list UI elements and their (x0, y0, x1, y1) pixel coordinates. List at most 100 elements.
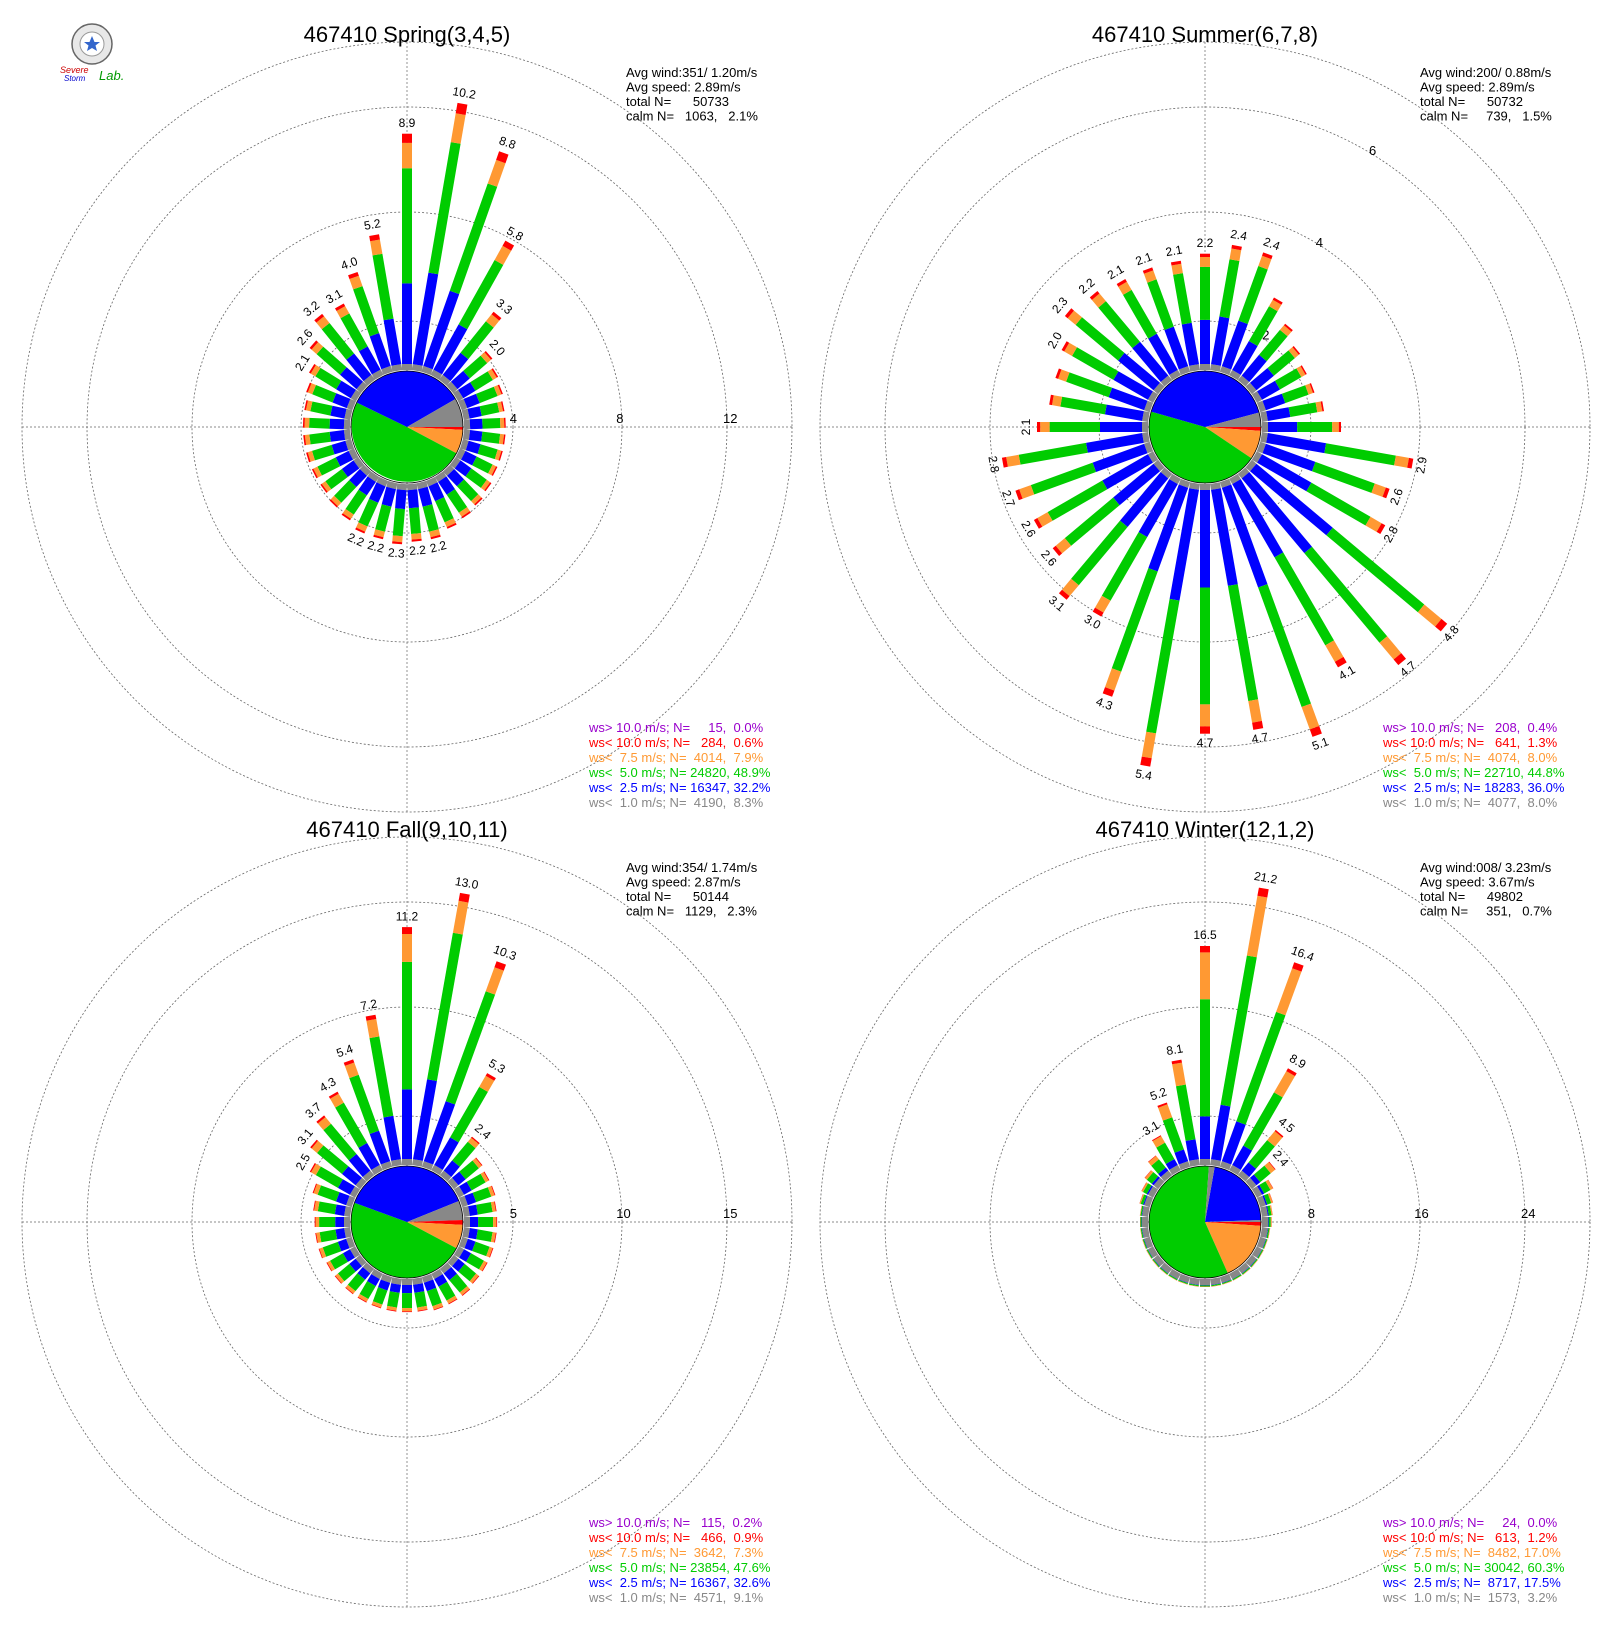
legend-entry: ws< 10.0 m/s; N= 641, 1.3% (1382, 735, 1558, 750)
bar-segment (483, 1171, 490, 1181)
bar-segment (373, 529, 385, 538)
bar-label: 2.9 (1413, 455, 1430, 474)
bar-segment (1111, 568, 1158, 672)
bar-segment (391, 364, 403, 372)
bar-label: 2.0 (1045, 329, 1066, 351)
bar-segment (337, 1238, 350, 1252)
bar-segment (315, 1166, 343, 1188)
bar-segment (477, 444, 498, 460)
bar-segment (1338, 422, 1341, 432)
bar-label: 2.2 (366, 538, 386, 556)
ring-label: 16 (1414, 1206, 1428, 1221)
stats-line: total N= 50733 (626, 94, 729, 109)
bar-segment (386, 1309, 397, 1312)
bar-segment (472, 1241, 490, 1257)
bar-segment (412, 1277, 423, 1285)
bar-segment (1253, 1165, 1271, 1183)
bar-segment (1188, 1284, 1199, 1287)
bar-segment (314, 313, 325, 323)
bar-segment (1172, 1062, 1186, 1087)
bar-segment (317, 457, 341, 476)
bar-segment (1251, 391, 1263, 403)
bar-segment (358, 1142, 380, 1170)
bar-segment (343, 1059, 355, 1066)
bar-segment (1142, 1239, 1147, 1249)
bar-segment (1211, 1285, 1222, 1287)
stats-line: Avg wind:351/ 1.20m/s (626, 65, 758, 80)
bar-segment (502, 434, 506, 445)
bar-label: 5.4 (334, 1041, 355, 1060)
windrose-panel-1: 4 8 128.910.28.85.83.32.02.22.22.32.22.22.… (21, 22, 793, 813)
bar-segment (455, 102, 468, 115)
bar-segment (1147, 1246, 1159, 1258)
bar-segment (466, 1173, 486, 1191)
bar-segment (431, 1268, 443, 1280)
bar-segment (1178, 1279, 1189, 1284)
bar-segment (1146, 1185, 1153, 1195)
bar-segment (1211, 316, 1230, 366)
bar-segment (476, 386, 498, 404)
bar-segment (1120, 472, 1169, 527)
bar-segment (434, 1137, 459, 1170)
bar-segment (402, 1293, 412, 1309)
bar-segment (1098, 301, 1140, 349)
bar-segment (1173, 273, 1192, 325)
bar-segment (1159, 1267, 1169, 1275)
bar-segment (1143, 1195, 1148, 1206)
bar-segment (1108, 387, 1148, 411)
panel-title: 467410 Spring(3,4,5) (304, 22, 511, 47)
bar-segment (1275, 368, 1302, 390)
bar-segment (345, 1287, 354, 1295)
bar-segment (1102, 454, 1153, 490)
bar-segment (335, 450, 353, 467)
bar-segment (372, 253, 394, 321)
bar-segment (322, 1241, 342, 1257)
windrose-panel-4: 8 16 2416.521.216.48.94.52.43.15.28.146741… (819, 817, 1591, 1608)
bar-segment (1266, 407, 1291, 421)
bar-segment (1067, 310, 1082, 325)
bar-segment (1286, 1068, 1297, 1077)
bar-segment (334, 1275, 342, 1284)
center-pie-slice (1205, 1222, 1262, 1226)
bar-segment (1178, 366, 1191, 376)
bar-segment (345, 1284, 356, 1294)
bar-segment (1140, 1217, 1142, 1227)
bar-segment (433, 1306, 444, 1311)
ring-label: 2 (1262, 328, 1269, 343)
bar-label: 10.3 (492, 942, 519, 963)
bar-segment (329, 499, 338, 508)
bar-segment (1304, 546, 1388, 643)
stats-line: Avg speed: 2.89m/s (626, 80, 741, 95)
bar-segment (1116, 279, 1127, 287)
bar-label: 2.1 (1105, 262, 1127, 283)
bar-segment (1276, 968, 1302, 1016)
bar-segment (421, 1161, 434, 1171)
bar-segment (1178, 478, 1191, 488)
bar-segment (1220, 955, 1257, 1107)
bar-label: 2.1 (1165, 242, 1184, 259)
ring-label: 8 (616, 411, 623, 426)
bar-label: 2.4 (1270, 1148, 1292, 1170)
bar-segment (363, 374, 376, 386)
bar-segment (459, 1160, 479, 1180)
bar-segment (1168, 1275, 1178, 1281)
bar-segment (1158, 1104, 1173, 1121)
bar-segment (1229, 369, 1241, 381)
bar-segment (475, 1157, 483, 1166)
bar-segment (1269, 1205, 1273, 1216)
bar-segment (1257, 1184, 1265, 1195)
bar-segment (1200, 1159, 1210, 1165)
bar-segment (411, 538, 422, 542)
bar-label: 2.2 (409, 543, 427, 558)
bar-segment (423, 1279, 437, 1292)
bar-segment (1309, 383, 1315, 393)
bar-segment (1269, 1193, 1274, 1203)
bar-segment (391, 1277, 402, 1285)
bar-segment (1262, 252, 1273, 260)
bar-segment (1140, 1194, 1147, 1205)
bar-segment (1178, 1280, 1188, 1285)
bar-segment (494, 961, 506, 971)
bar-segment (1260, 432, 1268, 443)
stats-line: calm N= 739, 1.5% (1420, 109, 1552, 124)
bar-segment (1092, 607, 1104, 617)
